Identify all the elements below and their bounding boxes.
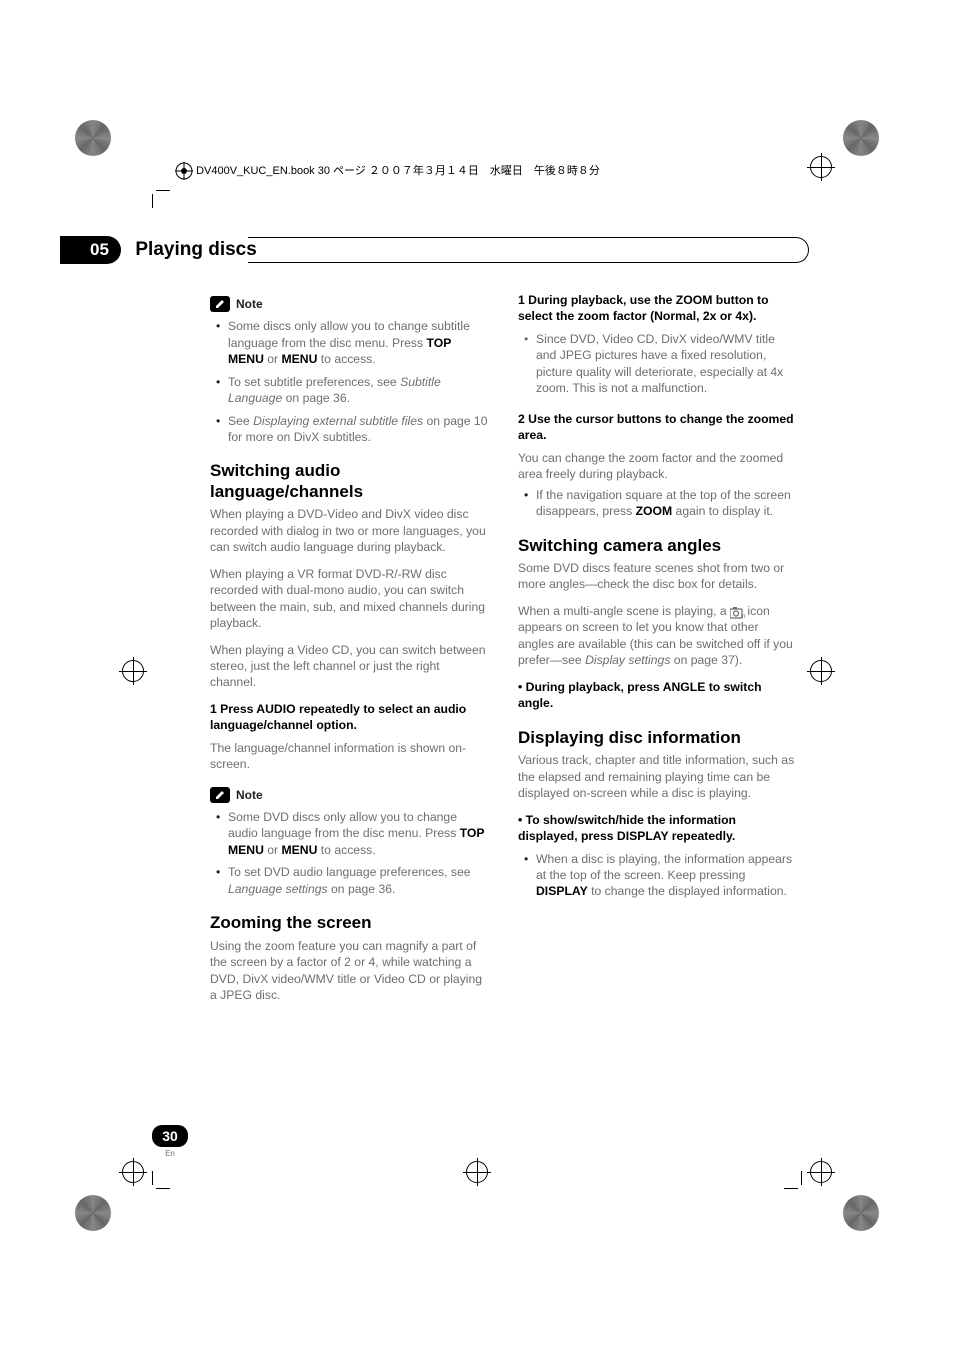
crop-mark-tl	[152, 190, 170, 208]
note-label: Note	[236, 787, 263, 803]
document-page: DV400V_KUC_EN.book 30 ページ ２００７年３月１４日 水曜日…	[0, 0, 954, 1351]
reg-mark-br	[810, 1161, 832, 1183]
step2-sublist: If the navigation square at the top of t…	[518, 487, 796, 520]
list-item: If the navigation square at the top of t…	[536, 487, 796, 520]
step1-sublist: Since DVD, Video CD, DivX video/WMV titl…	[518, 331, 796, 397]
step-text: • To show/switch/hide the information di…	[518, 812, 796, 845]
section-heading-audio: Switching audio language/channels	[210, 461, 488, 502]
list-item: Some DVD discs only allow you to change …	[228, 809, 488, 858]
reg-mark-ml	[122, 660, 144, 682]
reg-mark-bl	[122, 1161, 144, 1183]
list-item: See Displaying external subtitle files o…	[228, 413, 488, 446]
section-heading-angles: Switching camera angles	[518, 536, 796, 556]
body-text: Using the zoom feature you can magnify a…	[210, 938, 488, 1004]
body-text: When playing a Video CD, you can switch …	[210, 642, 488, 691]
svg-text:n: n	[742, 614, 745, 619]
list-item: Since DVD, Video CD, DivX video/WMV titl…	[536, 331, 796, 397]
section-heading-discinfo: Displaying disc information	[518, 728, 796, 748]
chapter-bar: 05 Playing discs	[60, 236, 740, 266]
list-item: When a disc is playing, the information …	[536, 851, 796, 900]
list-item: Some discs only allow you to change subt…	[228, 318, 488, 367]
step-text: • During playback, press ANGLE to switch…	[518, 679, 796, 712]
right-column: 1 During playback, use the ZOOM button t…	[518, 292, 796, 1014]
note-badge-2: Note	[210, 787, 263, 803]
body-text: Some DVD discs feature scenes shot from …	[518, 560, 796, 593]
print-header: DV400V_KUC_EN.book 30 ページ ２００７年３月１４日 水曜日…	[175, 162, 600, 180]
page-lang: En	[150, 1149, 190, 1158]
header-text: DV400V_KUC_EN.book 30 ページ ２００７年３月１４日 水曜日…	[196, 165, 600, 177]
reg-mark-mr	[810, 660, 832, 682]
body-text: You can change the zoom factor and the z…	[518, 450, 796, 483]
reg-mark-bc	[466, 1161, 488, 1183]
registration-wheel-br	[843, 1195, 879, 1231]
pencil-icon	[210, 787, 230, 803]
list-item: To set DVD audio language preferences, s…	[228, 864, 488, 897]
body-text: When playing a VR format DVD-R/-RW disc …	[210, 566, 488, 632]
body-text: Various track, chapter and title informa…	[518, 752, 796, 801]
pencil-icon	[210, 296, 230, 312]
page-number: 30	[152, 1125, 188, 1147]
chapter-title: Playing discs	[125, 239, 256, 260]
note2-list: Some DVD discs only allow you to change …	[210, 809, 488, 897]
registration-wheel-tr	[843, 120, 879, 156]
list-item: To set subtitle preferences, see Subtitl…	[228, 374, 488, 407]
registration-wheel-tl	[75, 120, 111, 156]
chapter-outline	[248, 237, 809, 263]
note-badge-1: Note	[210, 296, 263, 312]
registration-wheel-bl	[75, 1195, 111, 1231]
content-area: Note Some discs only allow you to change…	[210, 292, 796, 1014]
step-text: 1 Press AUDIO repeatedly to select an au…	[210, 701, 488, 734]
left-column: Note Some discs only allow you to change…	[210, 292, 488, 1014]
step-text: 2 Use the cursor buttons to change the z…	[518, 411, 796, 444]
note1-list: Some discs only allow you to change subt…	[210, 318, 488, 445]
body-text: When playing a DVD-Video and DivX video …	[210, 506, 488, 555]
note-label: Note	[236, 296, 263, 312]
discinfo-sublist: When a disc is playing, the information …	[518, 851, 796, 900]
section-heading-zoom: Zooming the screen	[210, 913, 488, 933]
body-text: When a multi-angle scene is playing, a n…	[518, 603, 796, 669]
body-text: The language/channel information is show…	[210, 740, 488, 773]
crop-mark-br	[784, 1171, 802, 1189]
step-text: 1 During playback, use the ZOOM button t…	[518, 292, 796, 325]
chapter-number: 05	[60, 236, 121, 264]
page-number-block: 30 En	[150, 1125, 190, 1158]
camera-angle-icon: n	[730, 607, 744, 617]
crop-mark-bl	[152, 1171, 170, 1189]
reg-mark-tr	[810, 156, 832, 178]
